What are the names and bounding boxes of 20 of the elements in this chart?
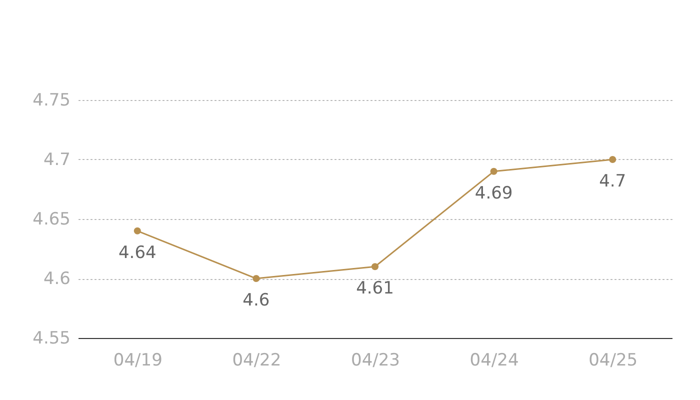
y-tick-label: 4.7	[43, 150, 70, 170]
data-label: 4.6	[242, 290, 270, 310]
x-tick-label: 04/23	[351, 350, 400, 370]
x-tick-label: 04/19	[113, 350, 162, 370]
point	[252, 274, 260, 282]
point	[609, 156, 616, 164]
x-tick-label: 04/25	[588, 350, 638, 370]
y-tick-label: 4.75	[32, 90, 70, 110]
point	[490, 168, 498, 175]
x-tick-label: 04/22	[232, 350, 282, 370]
data-label: 4.7	[599, 172, 626, 192]
data-label: 4.69	[474, 183, 513, 204]
y-tick-label: 4.55	[32, 328, 70, 348]
point	[134, 227, 141, 234]
data-label: 4.61	[356, 278, 394, 299]
point	[371, 263, 379, 270]
y-tick-label: 4.65	[32, 210, 70, 230]
x-tick-label: 04/24	[470, 350, 519, 370]
data-label: 4.64	[118, 242, 156, 263]
y-tick-label: 4.6	[43, 269, 70, 289]
